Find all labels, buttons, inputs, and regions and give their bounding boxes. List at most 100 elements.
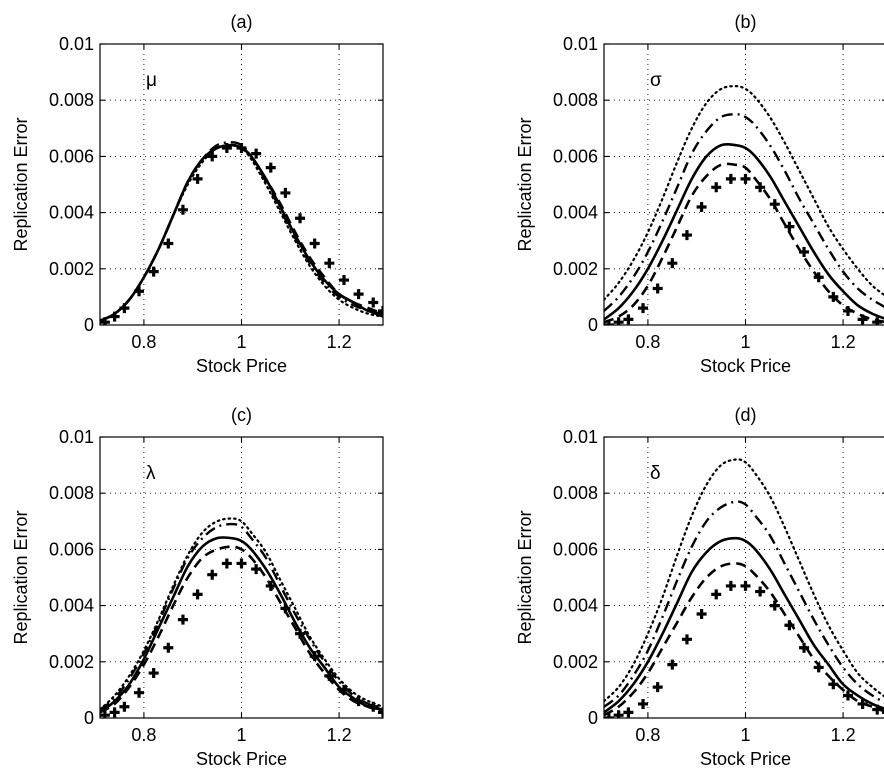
plus-marker [134, 286, 145, 297]
y-tick-label: 0 [84, 315, 94, 335]
plus-marker [604, 713, 614, 718]
series-line-dotted [604, 85, 884, 301]
plus-marker [842, 305, 853, 316]
plus-marker [192, 173, 203, 184]
panel-title: (b) [735, 12, 757, 32]
y-tick-label: 0.01 [563, 34, 598, 54]
plus-marker [207, 151, 218, 162]
plus-marker [799, 642, 810, 653]
plus-marker [295, 628, 306, 639]
plus-marker [192, 589, 203, 600]
plot-area [604, 458, 884, 718]
plus-marker-series [604, 173, 883, 325]
plus-marker [857, 698, 868, 709]
plus-marker [638, 303, 649, 314]
plus-marker [813, 272, 824, 283]
series-line-dashdot [604, 113, 884, 312]
plus-marker [696, 201, 707, 212]
plus-marker-series [100, 558, 383, 718]
x-axis-title: Stock Price [196, 356, 287, 376]
y-tick-label: 0.006 [553, 539, 598, 559]
parameter-label: μ [146, 70, 157, 91]
panel-title: (d) [735, 405, 757, 425]
x-tick-label: 0.8 [635, 725, 660, 745]
series-line-solid [604, 536, 884, 714]
plus-marker [604, 320, 614, 325]
y-tick-label: 0.002 [553, 259, 598, 279]
plus-marker [799, 246, 810, 257]
plus-marker [623, 707, 634, 718]
chart-panel-c: 0.8 1 1.2 0 0.002 0.004 0.006 0.008 0.01 (c) λ Stoc… [11, 405, 384, 769]
y-tick-label: 0.008 [553, 90, 598, 110]
y-tick-label: 0.01 [59, 427, 94, 447]
series-line-solid [604, 142, 884, 321]
plus-marker [667, 659, 678, 670]
y-tick-label: 0.004 [49, 596, 94, 616]
plus-marker [309, 238, 320, 249]
y-axis-title: Replication Error [11, 117, 31, 251]
plus-marker [324, 258, 335, 269]
x-tick-label: 0.8 [131, 332, 156, 352]
x-axis-title: Stock Price [700, 749, 791, 769]
plus-marker [711, 182, 722, 193]
plus-marker [163, 238, 174, 249]
plus-marker [221, 558, 232, 569]
plus-marker [109, 707, 120, 718]
plus-marker [638, 698, 649, 709]
plus-marker [613, 710, 624, 718]
y-tick-label: 0.004 [49, 203, 94, 223]
plot-area [604, 85, 884, 325]
series-line-dashed [604, 562, 884, 717]
plus-marker [769, 199, 780, 210]
plus-marker [368, 297, 379, 308]
plus-marker [295, 213, 306, 224]
axes-frame [603, 43, 884, 326]
y-tick-label: 0.01 [563, 427, 598, 447]
plus-marker [368, 701, 379, 712]
chart-panel-a: 0.8 1 1.2 0 0.002 0.004 0.006 0.008 0.01 (a) μ Stoc… [11, 12, 384, 376]
plus-marker [236, 558, 247, 569]
x-tick-label: 1 [236, 332, 246, 352]
y-tick-label: 0 [588, 315, 598, 335]
x-tick-label: 1.2 [831, 332, 856, 352]
plus-marker [378, 707, 383, 718]
plus-marker [842, 690, 853, 701]
parameter-label: δ [650, 463, 661, 484]
plus-marker [613, 317, 624, 325]
x-tick-label: 0.8 [131, 725, 156, 745]
plus-marker [828, 679, 839, 690]
plus-marker-series [100, 142, 383, 325]
plus-marker [740, 173, 751, 184]
plus-marker [119, 701, 130, 712]
plus-marker [857, 314, 868, 325]
y-tick-label: 0.008 [49, 90, 94, 110]
plus-marker [828, 291, 839, 302]
y-tick-label: 0.008 [49, 483, 94, 503]
y-tick-label: 0.004 [553, 203, 598, 223]
plus-marker-series [604, 580, 884, 718]
plus-marker [725, 173, 736, 184]
y-tick-label: 0.006 [553, 146, 598, 166]
parameter-label: σ [650, 70, 662, 91]
y-tick-label: 0.006 [49, 146, 94, 166]
series-line-dashed [100, 143, 383, 322]
x-tick-label: 1.2 [327, 725, 352, 745]
plus-marker [119, 303, 130, 314]
plus-marker [265, 580, 276, 591]
y-tick-label: 0.01 [59, 34, 94, 54]
plus-marker [755, 182, 766, 193]
plus-marker [872, 704, 883, 715]
series-line-solid [100, 536, 383, 714]
plus-marker [148, 668, 159, 679]
plus-marker [353, 289, 364, 300]
x-tick-label: 1.2 [327, 332, 352, 352]
x-tick-label: 0.8 [635, 332, 660, 352]
panel-title: (a) [231, 12, 253, 32]
plus-marker [251, 564, 262, 575]
y-axis-title: Replication Error [515, 510, 535, 644]
plus-marker [134, 687, 145, 698]
x-tick-label: 1 [740, 725, 750, 745]
plus-marker [353, 696, 364, 707]
plus-marker [784, 620, 795, 631]
x-axis-title: Stock Price [196, 749, 287, 769]
